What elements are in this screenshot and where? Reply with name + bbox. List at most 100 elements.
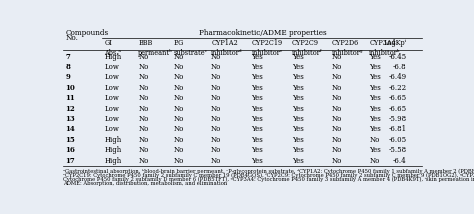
Text: No: No — [174, 53, 184, 61]
Text: Yes: Yes — [251, 157, 263, 165]
Text: No: No — [138, 94, 149, 102]
Text: No: No — [332, 63, 342, 71]
Text: Low: Low — [104, 125, 119, 133]
Text: No: No — [332, 157, 342, 165]
Text: Low: Low — [104, 63, 119, 71]
Text: High: High — [104, 146, 121, 154]
Text: Yes: Yes — [369, 115, 381, 123]
Text: No: No — [174, 146, 184, 154]
Text: No: No — [174, 157, 184, 165]
Text: Yes: Yes — [292, 157, 303, 165]
Text: 15: 15 — [65, 136, 75, 144]
Text: No: No — [332, 84, 342, 92]
Text: ᵉCYP2C19: Cytochrome P450 family 2 subfamily C member 19 (PDB4GQS), ᶠCYP2C9: Cyt: ᵉCYP2C19: Cytochrome P450 family 2 subfa… — [63, 172, 474, 178]
Text: No: No — [138, 105, 149, 113]
Text: No: No — [174, 73, 184, 81]
Text: Yes: Yes — [251, 63, 263, 71]
Text: Yes: Yes — [292, 63, 303, 71]
Text: Yes: Yes — [292, 53, 303, 61]
Text: Yes: Yes — [292, 105, 303, 113]
Text: No: No — [211, 157, 221, 165]
Text: -6.65: -6.65 — [388, 94, 406, 102]
Text: No: No — [174, 84, 184, 92]
Text: Low: Low — [104, 105, 119, 113]
Text: 17: 17 — [65, 157, 75, 165]
Text: Pharmacokinetic/ADME properties: Pharmacokinetic/ADME properties — [199, 29, 327, 37]
Text: -6.65: -6.65 — [388, 105, 406, 113]
Text: Yes: Yes — [251, 94, 263, 102]
Text: Yes: Yes — [369, 53, 381, 61]
Text: No: No — [138, 73, 149, 81]
Text: -6.49: -6.49 — [388, 73, 406, 81]
Text: No: No — [138, 63, 149, 71]
Text: CYP2D6
inhibitorᵍ: CYP2D6 inhibitorᵍ — [332, 39, 364, 56]
Text: High: High — [104, 136, 121, 144]
Text: -6.81: -6.81 — [388, 125, 406, 133]
Text: No: No — [211, 146, 221, 154]
Text: No: No — [174, 63, 184, 71]
Text: No: No — [138, 115, 149, 123]
Text: No: No — [332, 125, 342, 133]
Text: Yes: Yes — [369, 94, 381, 102]
Text: Yes: Yes — [292, 125, 303, 133]
Text: Yes: Yes — [292, 94, 303, 102]
Text: Yes: Yes — [369, 73, 381, 81]
Text: No: No — [332, 73, 342, 81]
Text: LogKpⁱ: LogKpⁱ — [383, 39, 406, 47]
Text: No: No — [369, 136, 380, 144]
Text: 8: 8 — [65, 63, 70, 71]
Text: Yes: Yes — [292, 73, 303, 81]
Text: GI
Abs.ᵃ: GI Abs.ᵃ — [104, 39, 121, 56]
Text: -5.58: -5.58 — [388, 146, 406, 154]
Text: No: No — [174, 125, 184, 133]
Text: Yes: Yes — [251, 125, 263, 133]
Text: -6.45: -6.45 — [388, 53, 406, 61]
Text: No: No — [138, 125, 149, 133]
Text: No: No — [332, 105, 342, 113]
Text: CYP2C9
inhibitorᶠ: CYP2C9 inhibitorᶠ — [292, 39, 322, 56]
Text: 13: 13 — [65, 115, 75, 123]
Text: Yes: Yes — [292, 146, 303, 154]
Text: Yes: Yes — [292, 84, 303, 92]
Text: Yes: Yes — [369, 125, 381, 133]
Text: No: No — [174, 115, 184, 123]
Text: Yes: Yes — [251, 115, 263, 123]
Text: 14: 14 — [65, 125, 75, 133]
Text: 11: 11 — [65, 94, 75, 102]
Text: No: No — [369, 157, 380, 165]
Text: Yes: Yes — [251, 146, 263, 154]
Text: -6.4: -6.4 — [393, 157, 406, 165]
Text: No: No — [211, 73, 221, 81]
Text: No: No — [211, 115, 221, 123]
Text: No: No — [138, 157, 149, 165]
Text: No: No — [211, 53, 221, 61]
Text: No: No — [174, 136, 184, 144]
Text: Yes: Yes — [251, 53, 263, 61]
Text: No: No — [211, 84, 221, 92]
Text: No: No — [332, 115, 342, 123]
Text: Yes: Yes — [251, 73, 263, 81]
Text: No: No — [332, 53, 342, 61]
Text: No: No — [211, 105, 221, 113]
Text: Low: Low — [104, 73, 119, 81]
Text: -5.98: -5.98 — [388, 115, 406, 123]
Text: High: High — [104, 53, 121, 61]
Text: Yes: Yes — [251, 105, 263, 113]
Text: 7: 7 — [65, 53, 70, 61]
Text: No: No — [332, 94, 342, 102]
Text: Compounds: Compounds — [65, 29, 109, 37]
Text: Low: Low — [104, 94, 119, 102]
Text: High: High — [104, 157, 121, 165]
Text: No.: No. — [65, 34, 78, 42]
Text: 10: 10 — [65, 84, 75, 92]
Text: Yes: Yes — [251, 84, 263, 92]
Text: No: No — [138, 53, 149, 61]
Text: Yes: Yes — [251, 136, 263, 144]
Text: No: No — [211, 63, 221, 71]
Text: No: No — [138, 136, 149, 144]
Text: Cytochrome P450 family 2 subfamily D member 6 (PDB5TFT), ᵍCYP3A4: Cytochrome P45: Cytochrome P450 family 2 subfamily D mem… — [63, 177, 474, 182]
Text: No: No — [174, 94, 184, 102]
Text: -6.05: -6.05 — [388, 136, 406, 144]
Text: No: No — [211, 94, 221, 102]
Text: No: No — [138, 146, 149, 154]
